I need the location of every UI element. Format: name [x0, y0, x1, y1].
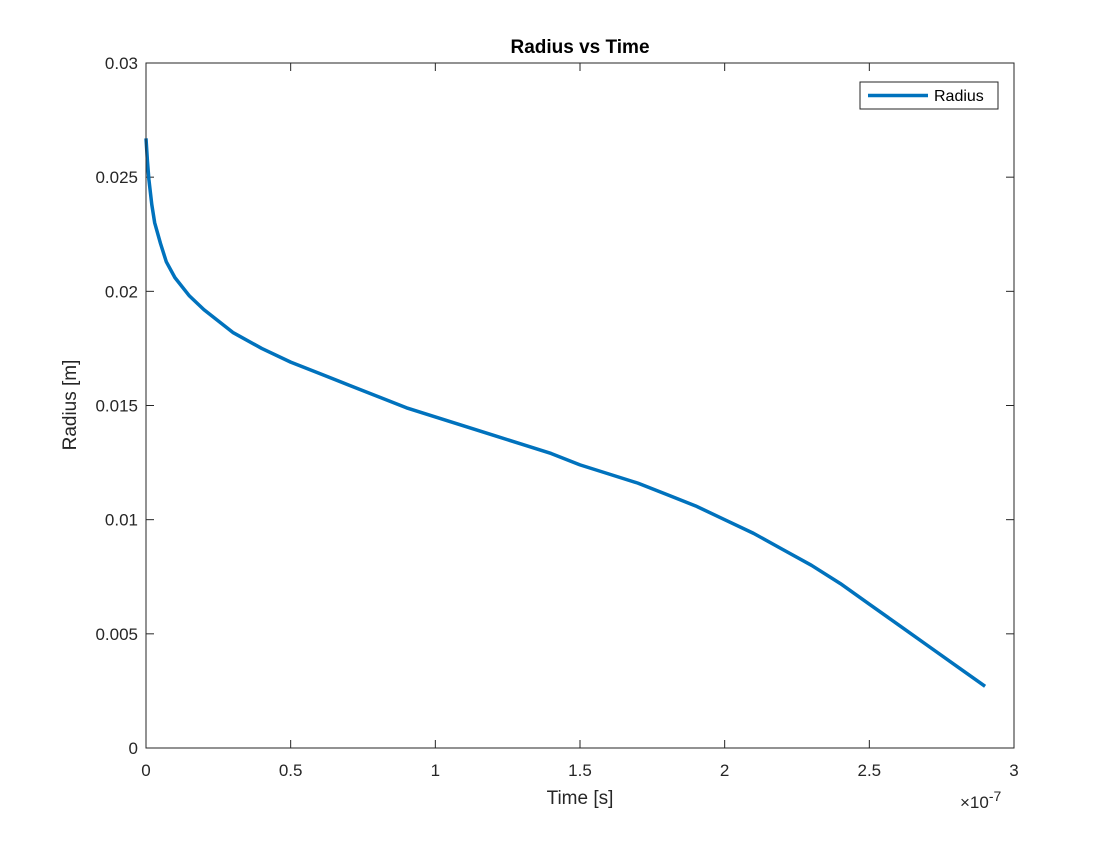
series-line-radius [144, 138, 987, 688]
legend: Radius [859, 81, 999, 110]
x-tick-label: 1 [431, 761, 440, 780]
x-axis-exponent-power: -7 [989, 788, 1002, 804]
axes-box [145, 62, 1015, 749]
y-axis-label: Radius [m] [60, 360, 81, 451]
y-tick-label: 0 [129, 739, 138, 758]
x-tick-label: 0.5 [279, 761, 303, 780]
x-tick-label: 0 [141, 761, 150, 780]
x-tick-label: 3 [1009, 761, 1018, 780]
y-tick-label: 0.025 [95, 168, 138, 187]
y-tick-label: 0.005 [95, 625, 138, 644]
x-tick-label: 2.5 [858, 761, 882, 780]
y-tick-label: 0.015 [95, 397, 138, 416]
legend-label: Radius [934, 88, 984, 105]
y-tick-label: 0.01 [105, 511, 138, 530]
chart-title: Radius vs Time [510, 37, 649, 58]
axes-background [146, 63, 1014, 748]
tick-labels: 0 0.5 1 1.5 2 2.5 3 0 0.005 0.01 0.015 0.02 0.025 0.0… [95, 54, 1018, 780]
x-tick-label: 2 [720, 761, 729, 780]
x-axis-label: Time [s] [547, 788, 614, 809]
x-axis-exponent-base: ×10 [960, 793, 989, 812]
x-axis-exponent: ×10-7 [960, 788, 1002, 812]
y-tick-label: 0.03 [105, 54, 138, 73]
series-layer [144, 138, 987, 688]
y-tick-label: 0.02 [105, 282, 138, 301]
x-tick-label: 1.5 [568, 761, 592, 780]
